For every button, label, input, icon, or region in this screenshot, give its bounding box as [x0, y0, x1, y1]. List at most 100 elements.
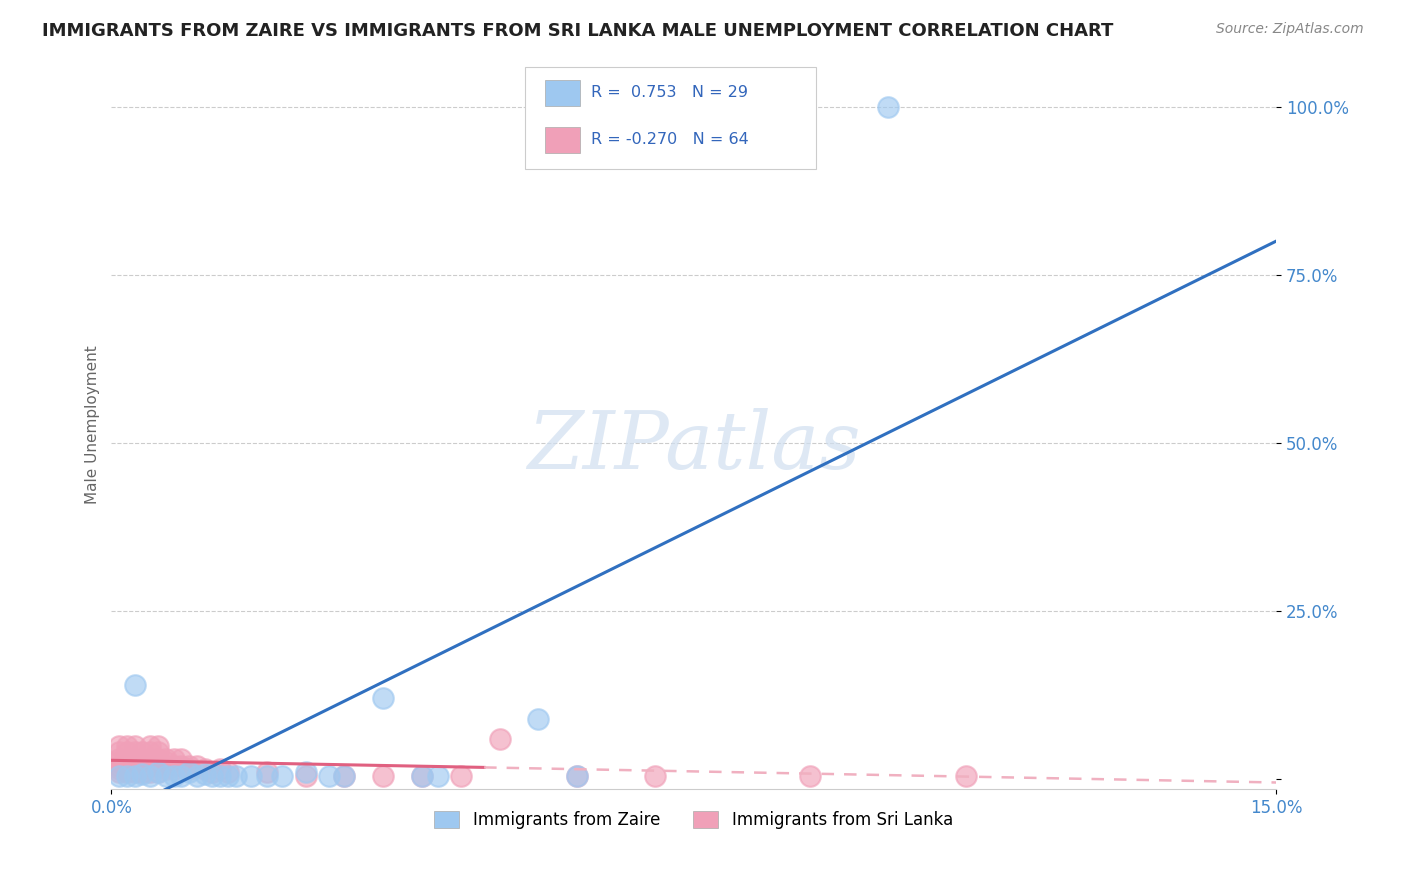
Point: [201, 769, 224, 783]
Text: R =  0.753   N = 29: R = 0.753 N = 29: [592, 85, 748, 100]
Point: [186, 769, 208, 783]
Point: [209, 769, 232, 783]
Point: [155, 752, 177, 766]
Point: [567, 769, 589, 783]
Text: Source: ZipAtlas.com: Source: ZipAtlas.com: [1216, 22, 1364, 37]
Point: [240, 769, 263, 783]
Point: [162, 762, 184, 776]
Point: [644, 769, 666, 783]
Point: [162, 769, 184, 783]
Point: [567, 769, 589, 783]
Point: [294, 769, 316, 783]
Point: [177, 765, 200, 780]
Legend: Immigrants from Zaire, Immigrants from Sri Lanka: Immigrants from Zaire, Immigrants from S…: [427, 804, 960, 836]
Point: [186, 758, 208, 772]
Point: [139, 756, 162, 770]
Point: [108, 752, 131, 766]
Point: [108, 762, 131, 776]
Point: [955, 769, 977, 783]
Point: [177, 758, 200, 772]
Text: ZIPatlas: ZIPatlas: [527, 408, 860, 485]
Point: [373, 769, 395, 783]
Point: [108, 756, 131, 770]
Point: [170, 769, 193, 783]
Point: [225, 769, 247, 783]
Point: [131, 758, 153, 772]
Point: [155, 762, 177, 776]
Point: [131, 766, 153, 780]
Point: [124, 678, 146, 692]
Point: [318, 769, 340, 783]
Point: [139, 758, 162, 772]
Point: [115, 745, 138, 759]
Point: [108, 765, 131, 780]
Point: [201, 765, 224, 780]
Point: [131, 752, 153, 766]
Point: [155, 758, 177, 772]
Point: [131, 745, 153, 759]
Point: [139, 769, 162, 783]
Point: [194, 762, 217, 776]
FancyBboxPatch shape: [524, 67, 815, 169]
Point: [146, 765, 169, 780]
Point: [124, 756, 146, 770]
Y-axis label: Male Unemployment: Male Unemployment: [86, 345, 100, 504]
Point: [256, 765, 278, 780]
Point: [124, 762, 146, 776]
Point: [155, 769, 177, 783]
Point: [333, 769, 356, 783]
Point: [426, 769, 449, 783]
Point: [155, 756, 177, 770]
Text: IMMIGRANTS FROM ZAIRE VS IMMIGRANTS FROM SRI LANKA MALE UNEMPLOYMENT CORRELATION: IMMIGRANTS FROM ZAIRE VS IMMIGRANTS FROM…: [42, 22, 1114, 40]
Point: [194, 766, 217, 780]
Point: [146, 739, 169, 753]
Point: [488, 731, 510, 746]
Point: [139, 765, 162, 780]
Point: [373, 691, 395, 706]
Point: [217, 765, 239, 780]
Point: [115, 758, 138, 772]
Point: [162, 758, 184, 772]
Point: [124, 745, 146, 759]
Point: [271, 769, 294, 783]
Point: [876, 100, 898, 114]
Point: [108, 739, 131, 753]
Point: [139, 752, 162, 766]
Point: [799, 769, 821, 783]
Point: [411, 769, 433, 783]
Point: [146, 745, 169, 759]
Point: [411, 769, 433, 783]
Point: [170, 758, 193, 772]
Point: [115, 762, 138, 776]
Point: [115, 752, 138, 766]
Point: [139, 739, 162, 753]
FancyBboxPatch shape: [544, 80, 579, 105]
Point: [124, 739, 146, 753]
Point: [131, 762, 153, 776]
Point: [177, 762, 200, 776]
Point: [209, 762, 232, 776]
Point: [108, 745, 131, 759]
Point: [450, 769, 472, 783]
Point: [115, 739, 138, 753]
Text: R = -0.270   N = 64: R = -0.270 N = 64: [592, 132, 749, 147]
Point: [124, 752, 146, 766]
Point: [108, 769, 131, 783]
Point: [115, 769, 138, 783]
Point: [170, 752, 193, 766]
Point: [139, 745, 162, 759]
FancyBboxPatch shape: [544, 128, 579, 153]
Point: [124, 765, 146, 780]
Point: [217, 769, 239, 783]
Point: [131, 765, 153, 780]
Point: [333, 769, 356, 783]
Point: [527, 712, 550, 726]
Point: [108, 758, 131, 772]
Point: [124, 769, 146, 783]
Point: [256, 769, 278, 783]
Point: [146, 758, 169, 772]
Point: [124, 758, 146, 772]
Point: [146, 752, 169, 766]
Point: [146, 765, 169, 780]
Point: [162, 752, 184, 766]
